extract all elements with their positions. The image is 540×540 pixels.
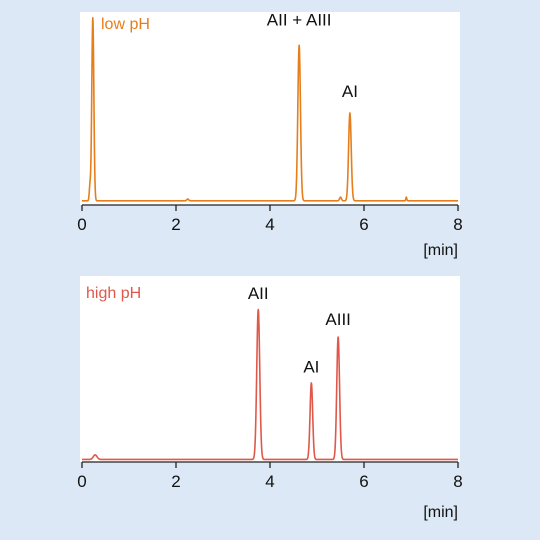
x-tick-label: 2: [171, 215, 180, 234]
x-axis-label: [min]: [423, 504, 458, 521]
x-tick-label: 2: [171, 472, 180, 491]
peak-annotations: AII AI AIII: [248, 284, 351, 376]
chromatogram-trace-low-ph: [81, 17, 459, 202]
x-tick-label: 6: [359, 215, 368, 234]
peak-label: AII + AIII: [267, 10, 332, 29]
panel-low-ph: low pH AII + AIII AI 0 2 4 6 8 [min]: [77, 10, 462, 259]
plot-area-background: [80, 12, 460, 205]
panel-high-ph: high pH AII AI AIII 0 2 4 6 8 [min]: [77, 276, 463, 521]
chromatogram-trace-high-ph: [81, 308, 459, 461]
peak-label: AI: [342, 82, 358, 101]
condition-label: high pH: [86, 285, 141, 302]
condition-label: low pH: [101, 16, 150, 33]
peak-label: AIII: [325, 310, 351, 329]
peak-annotations: AII + AIII AI: [267, 10, 358, 100]
x-tick-label: 0: [77, 215, 86, 234]
x-tick-label: 4: [265, 215, 274, 234]
x-tick-label: 8: [453, 215, 462, 234]
peak-label: AI: [303, 357, 319, 376]
x-ticks: 0 2 4 6 8: [77, 205, 463, 234]
x-tick-label: 6: [359, 472, 368, 491]
peak-label: AII: [248, 284, 269, 303]
x-tick-label: 0: [77, 472, 86, 491]
plot-area-background: [80, 276, 460, 462]
x-tick-label: 4: [265, 472, 274, 491]
x-axis-label: [min]: [423, 242, 458, 259]
x-ticks: 0 2 4 6 8: [77, 462, 463, 491]
x-tick-label: 8: [453, 472, 462, 491]
